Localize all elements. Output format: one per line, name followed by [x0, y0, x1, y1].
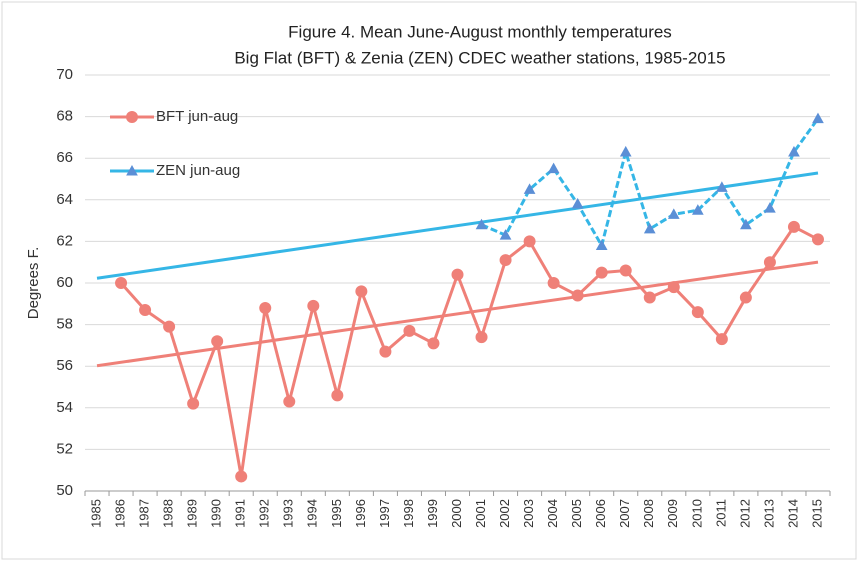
point [547, 277, 560, 289]
point [715, 333, 728, 346]
point [523, 235, 536, 248]
point [379, 345, 392, 358]
chart-title: Figure 4. Mean June-August monthly tempe… [288, 22, 672, 41]
x-tick-label: 2014 [785, 499, 800, 528]
point [691, 306, 704, 319]
point [643, 291, 656, 304]
x-tick-label: 1996 [353, 499, 368, 528]
point [691, 204, 704, 215]
x-tick-label: 2002 [497, 499, 512, 528]
point [547, 162, 560, 174]
x-tick-label: 1985 [88, 499, 103, 528]
x-tick-label: 2001 [473, 499, 488, 528]
point [595, 266, 608, 279]
point [763, 256, 776, 269]
x-tick-label: 2006 [593, 499, 608, 528]
chart-subtitle: Big Flat (BFT) & Zenia (ZEN) CDEC weathe… [234, 48, 725, 67]
y-tick-label: 56 [56, 357, 73, 374]
y-tick-label: 70 [56, 66, 73, 83]
point [595, 239, 608, 251]
x-tick-label: 2000 [449, 499, 464, 528]
point [475, 218, 488, 230]
point [259, 301, 272, 314]
y-tick-label: 50 [56, 482, 73, 499]
x-tick-label: 1994 [305, 499, 320, 528]
x-tick-label: 2003 [521, 499, 536, 528]
point [403, 324, 416, 337]
y-tick-label: 66 [56, 149, 73, 166]
legend-label: BFT jun-aug [156, 108, 238, 125]
point [187, 397, 200, 410]
point [619, 264, 632, 277]
y-tick-label: 58 [56, 316, 73, 333]
point [667, 208, 680, 219]
x-tick-label: 1988 [161, 499, 176, 528]
x-tick-label: 2011 [713, 499, 728, 527]
y-tick-label: 62 [56, 232, 73, 249]
y-tick-label: 60 [56, 274, 73, 291]
point [571, 197, 584, 209]
x-tick-label: 2013 [761, 499, 776, 528]
y-tick-label: 52 [56, 440, 73, 457]
point [812, 112, 824, 124]
x-tick-label: 2004 [545, 499, 560, 528]
point [619, 145, 632, 157]
point [115, 277, 128, 289]
x-tick-label: 1997 [377, 499, 392, 528]
point [499, 229, 512, 240]
point [788, 145, 800, 157]
y-tick-label: 54 [56, 399, 73, 416]
x-tick-label: 1989 [185, 499, 200, 528]
x-tick-label: 2005 [569, 499, 584, 528]
point [307, 299, 320, 312]
point [739, 291, 752, 304]
point [571, 289, 584, 302]
x-tick-label: 1987 [137, 499, 152, 528]
x-tick-label: 1992 [257, 499, 272, 528]
legend-marker [126, 111, 138, 123]
point [451, 268, 464, 281]
point [331, 389, 344, 402]
x-tick-label: 2012 [737, 499, 752, 528]
point [643, 222, 656, 234]
y-tick-label: 68 [56, 108, 73, 125]
point [475, 331, 488, 344]
point [211, 335, 224, 348]
x-tick-label: 2015 [809, 499, 824, 528]
legend-marker [126, 164, 138, 176]
x-tick-label: 2008 [641, 499, 656, 528]
x-tick-label: 1999 [425, 499, 440, 528]
x-tick-label: 1995 [329, 499, 344, 528]
trendline [96, 171, 819, 280]
point [139, 304, 152, 317]
point [283, 395, 296, 408]
x-tick-label: 1991 [233, 499, 248, 528]
point [523, 183, 536, 194]
x-tick-label: 2010 [689, 499, 704, 528]
x-tick-label: 2009 [665, 499, 680, 528]
x-tick-label: 2007 [617, 499, 632, 528]
y-axis-label: Degrees F. [25, 247, 42, 320]
point [355, 285, 368, 298]
point [499, 254, 512, 267]
series-line [119, 224, 819, 477]
x-tick-label: 1993 [281, 499, 296, 528]
point [787, 220, 800, 233]
point [235, 470, 248, 483]
x-tick-label: 1998 [401, 499, 416, 528]
point [163, 320, 176, 333]
point [740, 218, 752, 230]
x-tick-label: 1990 [209, 499, 224, 528]
point [427, 337, 440, 350]
x-tick-label: 1986 [112, 499, 127, 528]
legend-label: ZEN jun-aug [156, 162, 240, 179]
point [667, 281, 680, 294]
point [811, 233, 824, 246]
point [716, 181, 728, 192]
point [764, 202, 776, 213]
y-tick-label: 64 [56, 191, 73, 208]
